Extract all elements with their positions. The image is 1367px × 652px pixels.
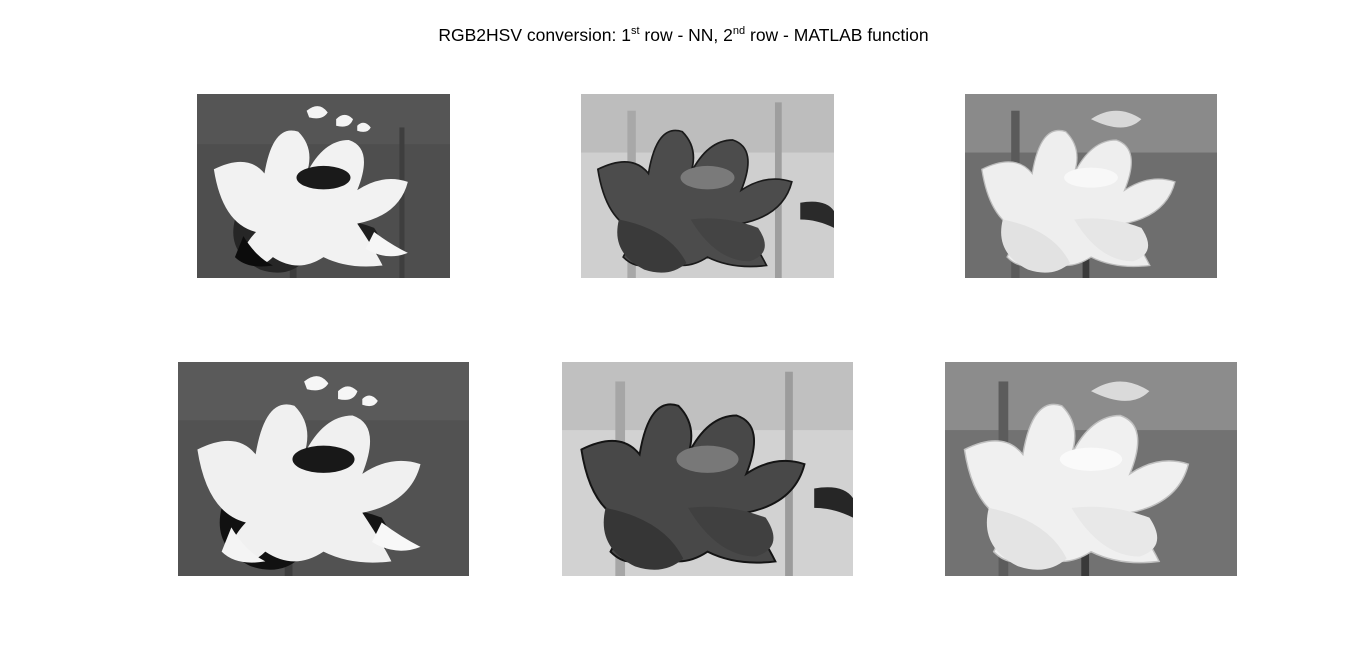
title-text-part3: row - MATLAB function — [745, 25, 929, 45]
title-text-part2: row - NN, 2 — [639, 25, 733, 45]
hue-image-matlab-picture — [178, 362, 469, 576]
saturation-image-matlab — [562, 362, 853, 576]
value-image-nn-picture — [965, 94, 1217, 278]
value-image-matlab-picture — [945, 362, 1237, 576]
saturation-image-matlab-picture — [562, 362, 853, 576]
hue-image-matlab — [178, 362, 469, 576]
hue-image-nn — [197, 94, 450, 278]
title-text-part1: RGB2HSV conversion: 1 — [438, 25, 631, 45]
hue-image-nn-picture — [197, 94, 450, 278]
value-image-matlab — [945, 362, 1237, 576]
title-superscript-st: st — [630, 25, 640, 37]
saturation-image-nn — [581, 94, 834, 278]
value-image-nn — [965, 94, 1217, 278]
saturation-image-nn-picture — [581, 94, 834, 278]
figure-title: RGB2HSV conversion: 1st row - NN, 2nd ro… — [0, 20, 1367, 50]
title-superscript-nd: nd — [732, 25, 746, 37]
